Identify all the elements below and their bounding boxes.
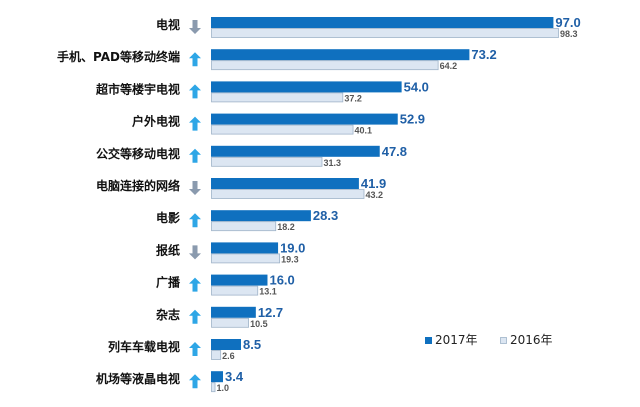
data-label-2016: 31.3 <box>323 158 341 168</box>
data-label-2017: 73.2 <box>471 47 496 62</box>
bar-2017 <box>211 81 402 93</box>
bar-2016 <box>211 317 249 328</box>
arrow-up-icon <box>189 309 201 324</box>
data-label-2016: 43.2 <box>365 190 383 200</box>
data-label-2017: 52.9 <box>400 112 425 127</box>
bar-2017 <box>211 49 470 61</box>
arrow-up-icon <box>189 52 201 67</box>
arrow-up-icon <box>189 277 201 292</box>
data-label-2016: 64.2 <box>440 61 458 71</box>
category-label: 电脑连接的网络 <box>96 178 180 193</box>
bar-2017 <box>211 306 256 318</box>
legend-label-2016: 2016年 <box>510 333 553 347</box>
arrow-down-icon <box>189 181 201 195</box>
category-label: 公交等移动电视 <box>96 146 180 161</box>
data-label-2017: 19.0 <box>280 240 305 255</box>
bar-2016 <box>211 253 281 264</box>
data-label-2017: 28.3 <box>313 208 338 223</box>
bar-2016 <box>211 221 277 232</box>
data-label-2016: 37.2 <box>344 93 362 103</box>
bar-2017 <box>211 242 279 254</box>
bar-2016 <box>211 28 559 38</box>
category-label: 杂志 <box>156 307 180 322</box>
bar-2017 <box>211 113 398 125</box>
bar-2016 <box>211 92 344 103</box>
bar-2016 <box>211 60 439 71</box>
legend-label-2017: 2017年 <box>435 333 478 347</box>
bar-2017 <box>211 210 311 222</box>
data-label-2017: 54.0 <box>404 79 429 94</box>
data-label-2016: 19.3 <box>281 254 299 264</box>
bar-2016 <box>211 285 259 296</box>
data-label-2016: 1.0 <box>217 383 230 393</box>
bar-2017 <box>211 145 380 157</box>
bar-2016 <box>211 382 216 393</box>
bar-2016 <box>211 350 222 360</box>
category-label: 手机、PAD等移动终端 <box>57 49 180 64</box>
bar-2017 <box>211 371 224 383</box>
bar-2017 <box>211 178 359 189</box>
legend-swatch-2016 <box>500 337 507 344</box>
data-label-2016: 98.3 <box>560 29 578 39</box>
data-label-2017: 3.4 <box>225 369 244 384</box>
data-label-2017: 97.0 <box>555 15 580 30</box>
category-label: 报纸 <box>156 242 180 257</box>
bar-2016 <box>211 156 323 167</box>
data-label-2016: 10.5 <box>250 319 268 329</box>
category-label: 电视 <box>156 17 180 32</box>
arrow-up-icon <box>189 116 201 131</box>
arrow-up-icon <box>189 374 201 389</box>
bar-2017 <box>211 339 242 350</box>
arrow-down-icon <box>189 245 201 260</box>
data-label-2016: 18.2 <box>277 222 295 232</box>
arrow-up-icon <box>189 213 201 228</box>
bar-2016 <box>211 189 365 199</box>
data-label-2016: 40.1 <box>355 126 373 136</box>
legend-swatch-2017 <box>425 337 432 344</box>
category-label: 广播 <box>156 275 181 290</box>
data-label-2016: 13.1 <box>259 287 277 297</box>
arrow-up-icon <box>189 148 201 163</box>
data-label-2017: 12.7 <box>258 305 283 320</box>
data-label-2017: 47.8 <box>382 144 407 159</box>
data-label-2016: 2.6 <box>222 351 235 361</box>
bar-2017 <box>211 274 268 286</box>
bar-2016 <box>211 124 354 135</box>
category-label: 户外电视 <box>132 114 180 129</box>
bar-2017 <box>211 17 554 28</box>
category-label: 列车车载电视 <box>108 339 180 354</box>
data-label-2017: 16.0 <box>269 273 294 288</box>
arrow-up-icon <box>189 342 201 356</box>
data-label-2017: 8.5 <box>243 337 261 352</box>
arrow-down-icon <box>189 20 201 34</box>
arrow-up-icon <box>189 84 201 99</box>
category-label: 机场等液晶电视 <box>96 371 180 386</box>
category-label: 超市等楼宇电视 <box>95 81 180 96</box>
data-label-2017: 41.9 <box>361 176 386 191</box>
category-label: 电影 <box>156 210 180 225</box>
